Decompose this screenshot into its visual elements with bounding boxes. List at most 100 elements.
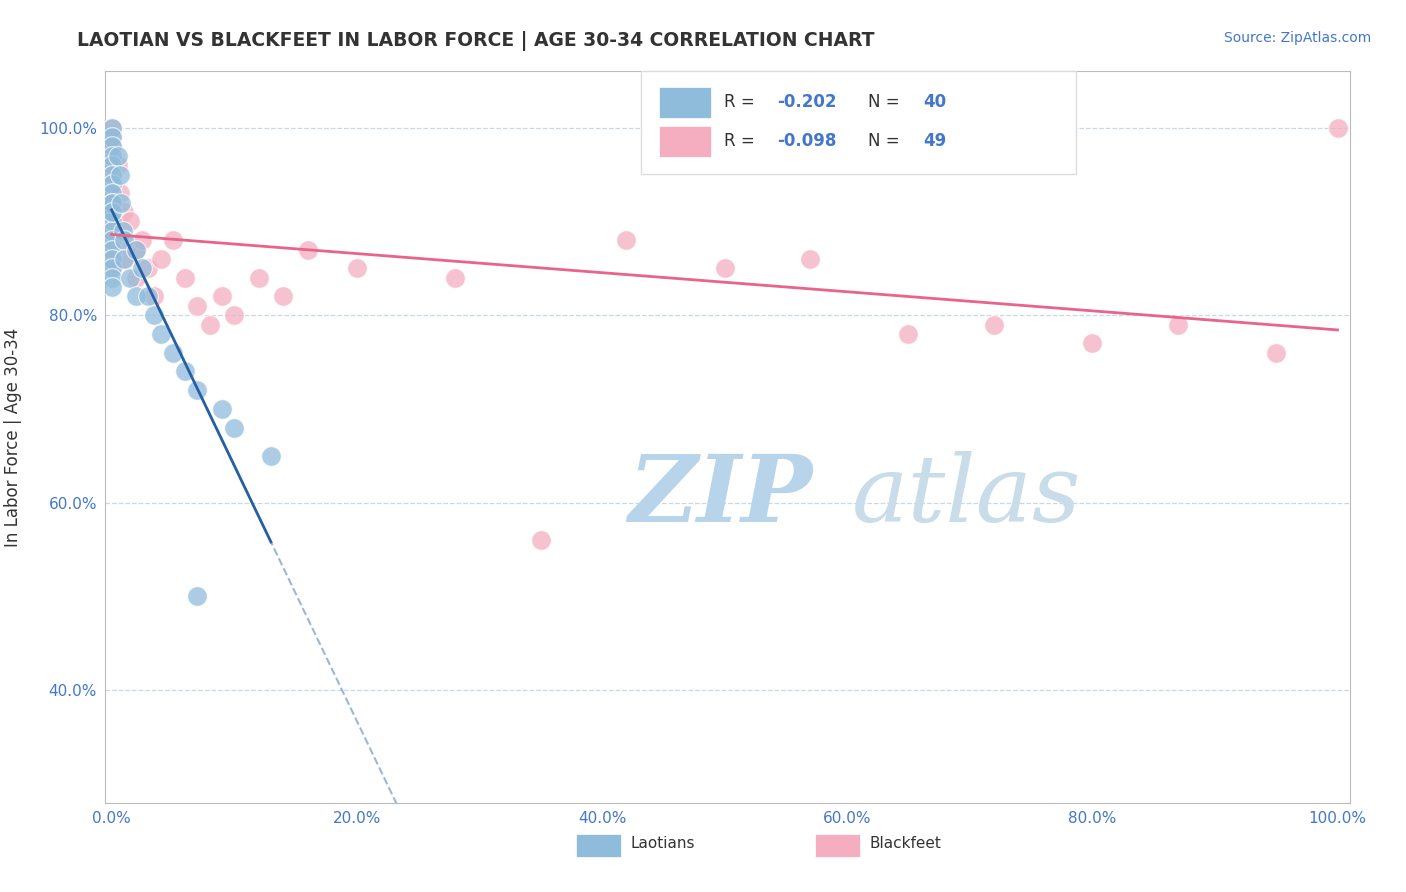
Point xyxy=(100,149,122,163)
Point xyxy=(100,243,122,257)
Point xyxy=(100,158,122,172)
Text: LAOTIAN VS BLACKFEET IN LABOR FORCE | AGE 30-34 CORRELATION CHART: LAOTIAN VS BLACKFEET IN LABOR FORCE | AG… xyxy=(77,31,875,51)
Point xyxy=(100,224,122,238)
Point xyxy=(100,120,122,135)
Point xyxy=(198,318,221,332)
Point xyxy=(100,261,122,276)
Point xyxy=(100,205,122,219)
Point xyxy=(443,270,465,285)
Point xyxy=(100,233,122,247)
Point xyxy=(112,233,135,247)
FancyBboxPatch shape xyxy=(659,87,711,118)
Point xyxy=(100,252,122,266)
Text: atlas: atlas xyxy=(852,450,1081,541)
Point xyxy=(108,186,131,201)
Point xyxy=(107,149,129,163)
FancyBboxPatch shape xyxy=(814,833,859,857)
Point xyxy=(100,214,122,228)
Point xyxy=(186,590,208,604)
Point xyxy=(149,326,172,341)
Point xyxy=(174,270,197,285)
Point xyxy=(107,158,129,172)
Point xyxy=(100,261,122,276)
Point xyxy=(143,289,166,303)
Point xyxy=(224,420,246,434)
Point xyxy=(149,252,172,266)
FancyBboxPatch shape xyxy=(576,833,620,857)
Point xyxy=(100,177,122,191)
Point xyxy=(115,252,138,266)
Point xyxy=(125,289,148,303)
Point xyxy=(125,243,148,257)
Point xyxy=(100,130,122,145)
Point xyxy=(271,289,294,303)
Point xyxy=(112,252,135,266)
Text: -0.202: -0.202 xyxy=(778,93,837,112)
Point xyxy=(174,364,197,378)
Point xyxy=(100,186,122,201)
Text: 49: 49 xyxy=(922,132,946,150)
Point xyxy=(100,195,122,210)
Point xyxy=(530,533,553,548)
Text: N =: N = xyxy=(869,93,905,112)
Point xyxy=(983,318,1005,332)
Point xyxy=(131,261,153,276)
Point xyxy=(260,449,283,463)
Point xyxy=(100,149,122,163)
Point xyxy=(100,233,122,247)
Point xyxy=(100,186,122,201)
Point xyxy=(100,130,122,145)
Text: ZIP: ZIP xyxy=(628,450,813,541)
Text: Source: ZipAtlas.com: Source: ZipAtlas.com xyxy=(1223,31,1371,45)
Point xyxy=(125,243,148,257)
Text: -0.098: -0.098 xyxy=(778,132,837,150)
Point xyxy=(100,158,122,172)
Point xyxy=(346,261,368,276)
Point xyxy=(100,280,122,294)
Point xyxy=(100,195,122,210)
Point xyxy=(100,120,122,135)
Point xyxy=(1326,120,1348,135)
Point xyxy=(247,270,270,285)
Text: 40: 40 xyxy=(922,93,946,112)
Point xyxy=(118,270,141,285)
Point xyxy=(713,261,735,276)
Point xyxy=(131,233,153,247)
Point xyxy=(118,214,141,228)
Point xyxy=(112,205,135,219)
Point xyxy=(138,261,160,276)
Text: R =: R = xyxy=(724,132,759,150)
Y-axis label: In Labor Force | Age 30-34: In Labor Force | Age 30-34 xyxy=(4,327,22,547)
Point xyxy=(100,205,122,219)
Text: N =: N = xyxy=(869,132,905,150)
Point xyxy=(111,224,134,238)
Point xyxy=(1265,345,1288,359)
FancyBboxPatch shape xyxy=(659,126,711,157)
Point xyxy=(138,289,160,303)
Point xyxy=(143,308,166,322)
Point xyxy=(100,252,122,266)
FancyBboxPatch shape xyxy=(641,71,1076,174)
Point xyxy=(162,233,184,247)
Point xyxy=(112,233,135,247)
Point xyxy=(211,401,233,416)
Point xyxy=(897,326,920,341)
Point xyxy=(224,308,246,322)
Point xyxy=(186,299,208,313)
Point xyxy=(100,214,122,228)
Text: Blackfeet: Blackfeet xyxy=(869,836,942,851)
Point xyxy=(100,195,122,210)
Point xyxy=(616,233,638,247)
Point xyxy=(1081,336,1104,351)
Point xyxy=(186,383,208,397)
Point xyxy=(211,289,233,303)
Point xyxy=(100,168,122,182)
Point xyxy=(297,243,319,257)
Point xyxy=(100,224,122,238)
Point xyxy=(100,177,122,191)
Point xyxy=(108,168,131,182)
Point xyxy=(100,139,122,153)
Point xyxy=(162,345,184,359)
Point xyxy=(125,270,148,285)
Point xyxy=(110,195,132,210)
